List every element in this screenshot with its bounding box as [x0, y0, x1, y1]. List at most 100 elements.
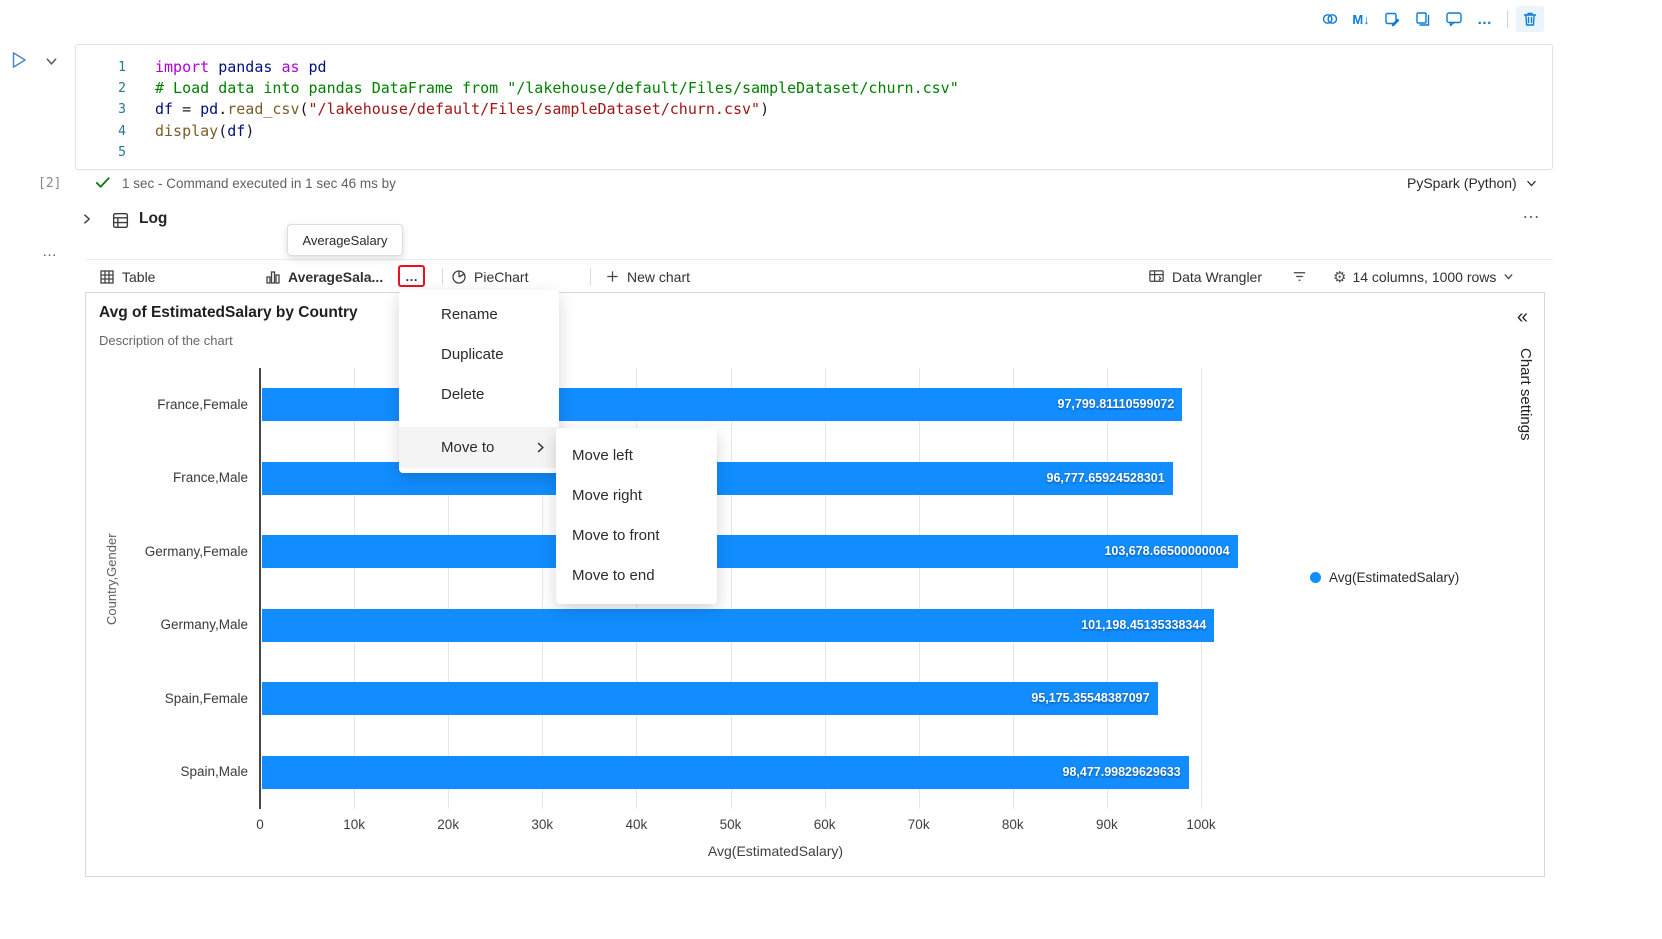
tab-average-salary-label: AverageSala... — [288, 268, 384, 285]
tab-average-salary[interactable]: AverageSala... — [265, 260, 383, 293]
code-line[interactable]: 4 display(df) — [76, 121, 1552, 142]
dataset-dimensions[interactable]: ⚙ 14 columns, 1000 rows — [1333, 260, 1515, 293]
menu-item-move-to[interactable]: Move to — [399, 427, 559, 468]
x-tick-label: 80k — [1001, 817, 1024, 832]
duplicate-cell-icon[interactable] — [1409, 6, 1437, 32]
gridline — [918, 368, 920, 809]
tab-pie-chart[interactable]: PieChart — [451, 260, 528, 293]
collapse-settings-icon[interactable]: « — [1516, 306, 1528, 328]
x-tick-label: 0 — [256, 817, 264, 832]
tab-table[interactable]: Table — [99, 260, 155, 293]
table-icon — [100, 269, 114, 284]
submenu-move-right[interactable]: Move right — [572, 487, 643, 504]
log-label[interactable]: Log — [139, 210, 168, 227]
code-line[interactable]: 2 # Load data into pandas DataFrame from … — [76, 78, 1552, 99]
comment-icon[interactable] — [1440, 6, 1468, 32]
tab-more-options-button[interactable]: … — [398, 265, 425, 287]
line-number: 1 — [118, 60, 126, 75]
submenu-move-left[interactable]: Move left — [572, 447, 633, 464]
log-expand-chevron-icon[interactable] — [80, 212, 96, 228]
x-tick-label: 50k — [719, 817, 742, 832]
bar-value-label: 103,678.66500000004 — [1104, 544, 1230, 559]
chart-settings-label[interactable]: Chart settings — [1517, 348, 1534, 441]
bar-value-label: 98,477.99829629633 — [1062, 764, 1181, 779]
data-wrangler-button[interactable]: Data Wrangler — [1148, 260, 1262, 293]
x-tick-label: 90k — [1096, 817, 1118, 832]
submenu-move-to-end[interactable]: Move to end — [572, 567, 655, 584]
line-number: 3 — [118, 102, 126, 118]
tab-table-label: Table — [122, 268, 156, 285]
new-chart-button[interactable]: New chart — [605, 260, 690, 293]
success-check-icon — [94, 174, 112, 192]
filter-button[interactable] — [1291, 260, 1308, 293]
code-line[interactable]: 5 — [76, 142, 1552, 163]
menu-item-duplicate[interactable]: Duplicate — [441, 346, 504, 363]
output-more-options[interactable]: … — [42, 243, 58, 260]
data-wrangler-label: Data Wrangler — [1172, 268, 1263, 285]
pie-chart-icon — [452, 269, 466, 284]
tab-pie-chart-label: PieChart — [474, 268, 529, 285]
gridline — [1106, 368, 1108, 809]
menu-spacer — [399, 415, 559, 427]
chevron-down-icon — [1526, 180, 1536, 186]
line-number: 5 — [118, 144, 126, 160]
gridline — [542, 368, 544, 809]
gridline — [1012, 368, 1014, 809]
plus-icon — [607, 271, 618, 282]
legend-label: Avg(EstimatedSalary) — [1329, 570, 1460, 585]
x-tick-label: 70k — [907, 817, 930, 832]
chart-title: Avg of EstimatedSalary by Country — [99, 304, 358, 321]
x-tick-label: 30k — [531, 817, 554, 832]
bar-chart-icon — [266, 270, 280, 284]
gridline — [448, 368, 450, 809]
tab-context-menu: Rename Duplicate Delete Move to — [399, 290, 559, 473]
bar-value-label: 95,175.35548387097 — [1031, 691, 1150, 706]
kernel-selector[interactable]: PySpark (Python) — [1407, 175, 1538, 191]
menu-item-rename[interactable]: Rename — [441, 306, 498, 323]
bar-value-label: 97,799.81110599072 — [1057, 397, 1175, 412]
convert-to-markdown-icon[interactable]: M↓ — [1352, 11, 1370, 27]
chevron-down-icon — [1504, 274, 1514, 280]
x-tick-label: 100k — [1186, 817, 1216, 832]
code-lines: 1 import pandas as pd 2 # Load data into pa… — [76, 57, 1552, 163]
line-number: 4 — [118, 123, 126, 139]
x-axis-title: Avg(EstimatedSalary) — [707, 843, 844, 859]
dimensions-label: 14 columns, 1000 rows — [1352, 268, 1497, 285]
move-to-label: Move to — [441, 439, 495, 456]
more-cell-actions-icon[interactable]: … — [1477, 10, 1493, 28]
y-axis-title: Country,Gender — [104, 533, 119, 625]
code-line[interactable]: 3 df = pd.read_csv("/lakehouse/default/Fi… — [76, 99, 1552, 120]
new-chart-label: New chart — [627, 268, 691, 285]
edit-cell-icon[interactable] — [1378, 6, 1406, 32]
line-number: 2 — [118, 81, 126, 97]
code-line[interactable]: 1 import pandas as pd — [76, 57, 1552, 78]
x-tick-label: 40k — [625, 817, 648, 832]
x-tick-label: 60k — [813, 817, 836, 832]
delete-cell-icon[interactable] — [1516, 6, 1544, 32]
copilot-icon[interactable] — [1316, 6, 1344, 32]
run-cell-button[interactable] — [8, 49, 32, 73]
chart-card: Avg of EstimatedSalary by Country Descri… — [85, 292, 1545, 877]
legend-item[interactable]: Avg(EstimatedSalary) — [1310, 570, 1459, 585]
log-more-options[interactable]: … — [1522, 202, 1541, 222]
menu-item-delete[interactable]: Delete — [441, 386, 485, 403]
cell-toolbar: M↓ … — [1316, 5, 1544, 33]
category-label: Germany,Male — [160, 617, 248, 633]
filter-icon — [1293, 272, 1306, 281]
tab-divider — [590, 268, 591, 285]
submenu-move-to-front[interactable]: Move to front — [572, 527, 660, 544]
execution-status-text: 1 sec - Command executed in 1 sec 46 ms … — [122, 176, 396, 191]
kernel-label: PySpark (Python) — [1407, 175, 1517, 191]
x-tick-label: 10k — [343, 817, 365, 832]
bar-Spain,Female: 95,175.35548387097 — [262, 682, 1158, 716]
chart-subtitle: Description of the chart — [99, 333, 233, 348]
gridline — [1201, 368, 1202, 809]
code-cell[interactable]: 1 import pandas as pd 2 # Load data into pa… — [75, 44, 1553, 170]
bar-Spain,Male: 98,477.99829629633 — [262, 755, 1189, 789]
bar-Germany,Female: 103,678.66500000004 — [262, 535, 1238, 569]
settings-gear-icon: ⚙ — [1333, 268, 1347, 286]
run-options-chevron-icon[interactable] — [44, 54, 60, 70]
execution-count: [2] — [38, 176, 62, 191]
gridline — [824, 368, 826, 809]
